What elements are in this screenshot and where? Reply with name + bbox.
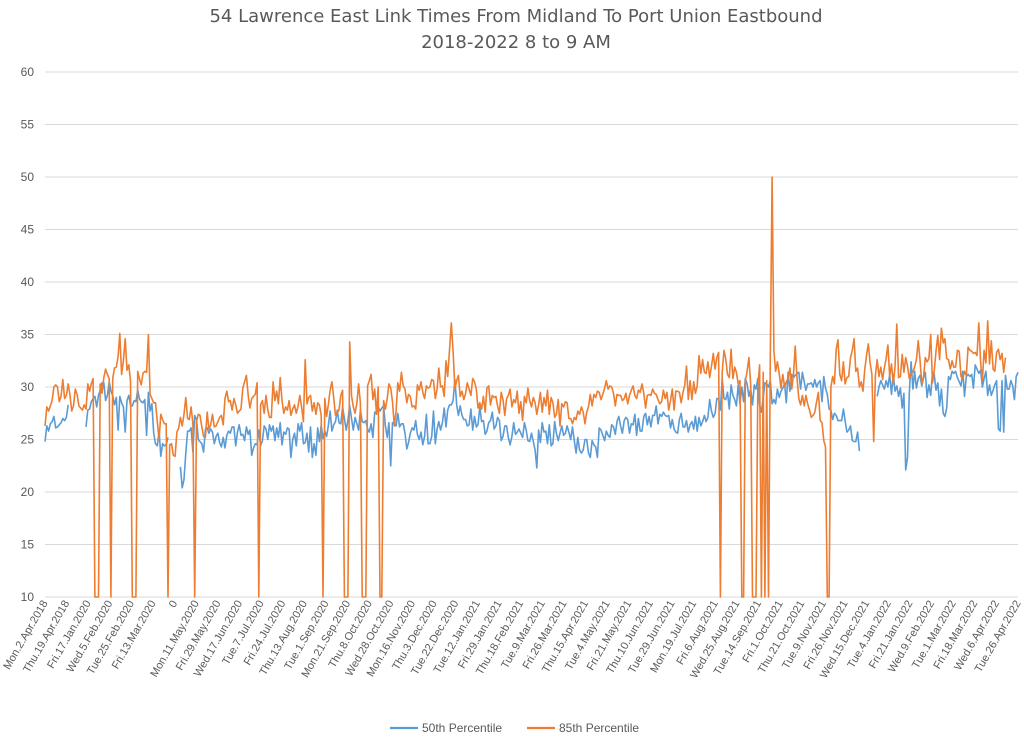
y-tick-label: 20 <box>21 485 35 499</box>
series-line-p85 <box>44 176 1007 598</box>
series-lines <box>44 176 1019 598</box>
y-tick-label: 25 <box>21 433 35 447</box>
y-axis: 10 15 20 25 30 35 40 45 50 55 60 <box>21 65 35 604</box>
chart-subtitle: 2018-2022 8 to 9 AM <box>421 32 611 53</box>
y-tick-label: 10 <box>21 590 35 604</box>
y-tick-label: 30 <box>21 380 35 394</box>
x-axis: Mon.2.Apr.2018Thu.19.Apr.2018Fri.17.Jan.… <box>1 598 1023 680</box>
x-tick-label: 0 <box>167 599 180 610</box>
series-line-p50 <box>44 361 1019 489</box>
gridlines <box>45 71 1018 598</box>
chart-title: 54 Lawrence East Link Times From Midland… <box>209 6 822 27</box>
y-tick-label: 15 <box>21 538 35 552</box>
y-tick-label: 45 <box>21 223 35 237</box>
y-tick-label: 40 <box>21 275 35 289</box>
y-tick-label: 50 <box>21 170 35 184</box>
y-tick-label: 35 <box>21 328 35 342</box>
y-tick-label: 60 <box>21 65 35 79</box>
y-tick-label: 55 <box>21 118 35 132</box>
legend-label: 85th Percentile <box>559 721 639 735</box>
legend: 50th Percentile 85th Percentile <box>390 721 639 735</box>
legend-label: 50th Percentile <box>422 721 502 735</box>
